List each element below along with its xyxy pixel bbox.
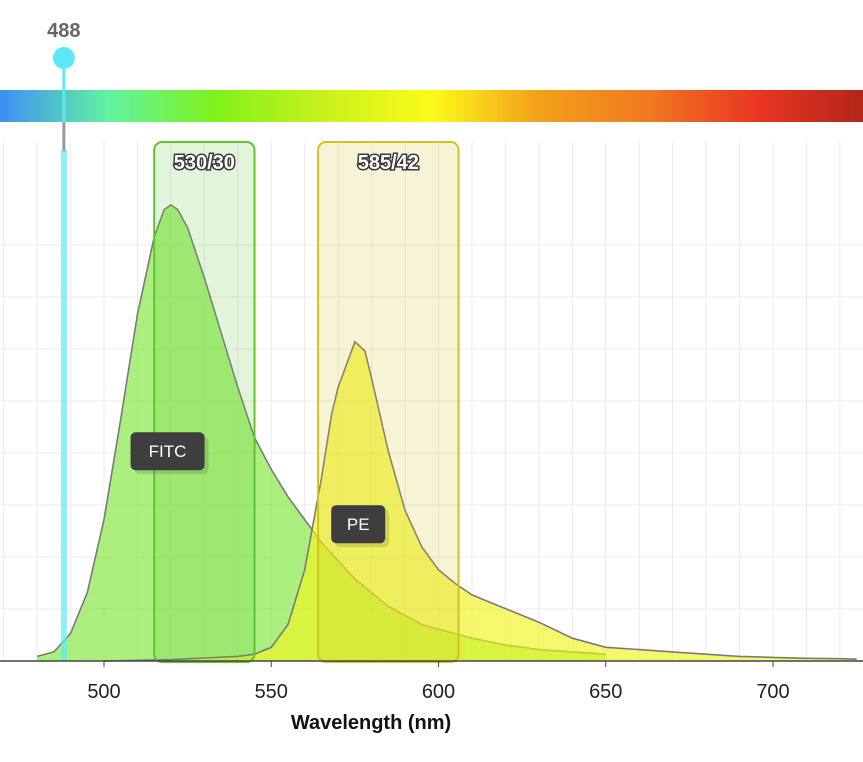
series-label-text: PE: [347, 515, 370, 534]
wavelength-color-bar: [0, 90, 863, 122]
filter-band-rect: [153, 141, 256, 663]
laser-line[interactable]: 488: [47, 20, 81, 661]
series-line-pe: [103, 340, 857, 662]
filter-band-label: 530/30: [174, 152, 235, 174]
x-tick-label: 550: [255, 681, 288, 703]
laser-wavelength-label: 488: [47, 20, 80, 42]
laser-handle: [52, 47, 75, 69]
series-label-text: FITC: [149, 442, 187, 461]
series-label-fitc: FITC: [130, 432, 209, 475]
series-label-box: [331, 505, 386, 544]
x-tick-label: 650: [589, 681, 622, 703]
filter-band-rect: [317, 141, 460, 663]
series-labels: FITC PE: [130, 432, 390, 548]
x-axis-ticks: 500 550 600 650 700: [87, 661, 790, 703]
filter-band-label: 585/42: [358, 152, 419, 174]
x-axis-title: Wavelength (nm): [291, 712, 451, 734]
filter-band-530-30: 530/30: [153, 141, 256, 663]
series-pe: [103, 340, 857, 662]
spectra-areas: [36, 204, 857, 662]
x-tick-label: 500: [87, 681, 120, 703]
x-tick-label: 600: [422, 681, 455, 703]
series-area-fitc: [37, 205, 606, 661]
x-tick-label: 700: [756, 681, 789, 703]
filter-band-585-42: 585/42: [317, 141, 460, 663]
series-label-box: [130, 432, 205, 471]
series-label-pe: PE: [331, 505, 390, 548]
